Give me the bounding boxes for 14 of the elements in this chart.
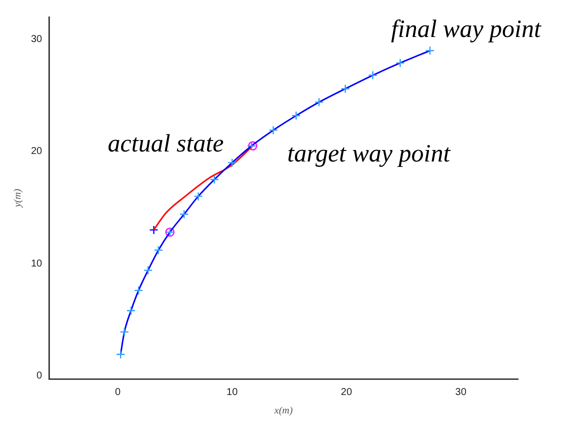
point [149,225,158,235]
y-tick-label: 10 [31,258,43,270]
x-tick-label: 10 [226,386,238,398]
annotation: target way point [287,140,452,168]
x-axis-title: x(m) [273,406,294,417]
annotation: actual state [108,130,224,158]
y-tick-label: 0 [36,370,43,382]
x-tick-label: 0 [114,386,121,398]
x-tick-label: 30 [455,386,467,398]
annotation: final way point [390,16,542,44]
y-axis-title: y(m) [12,188,24,208]
y-tick-label: 20 [31,146,43,158]
y-tick-label: 30 [31,34,43,46]
x-tick-label: 20 [340,386,352,398]
